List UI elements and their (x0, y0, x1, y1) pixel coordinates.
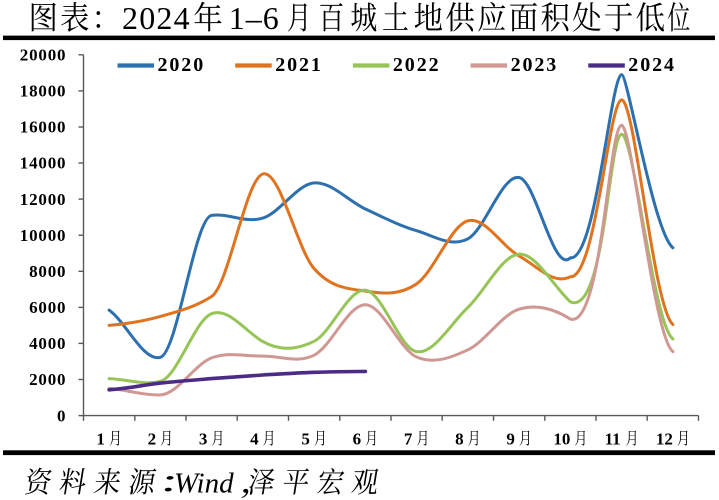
svg-text:7: 7 (404, 429, 413, 448)
svg-text:10000: 10000 (20, 226, 67, 245)
svg-text:8: 8 (455, 429, 464, 448)
svg-text:2000: 2000 (29, 370, 66, 389)
svg-text:4: 4 (250, 429, 259, 448)
svg-text:8000: 8000 (29, 262, 66, 281)
svg-text:2021: 2021 (275, 54, 323, 76)
svg-text:2023: 2023 (511, 54, 559, 76)
svg-text:12000: 12000 (20, 190, 67, 209)
svg-text:1: 1 (96, 429, 105, 448)
svg-text:2024: 2024 (628, 54, 676, 76)
svg-text:18000: 18000 (20, 82, 67, 101)
svg-text:2020: 2020 (158, 54, 206, 76)
svg-text:16000: 16000 (20, 118, 67, 137)
svg-text:1–6: 1–6 (229, 0, 280, 36)
svg-text:5: 5 (301, 429, 310, 448)
svg-text:6000: 6000 (29, 298, 66, 317)
svg-text:6: 6 (353, 429, 362, 448)
svg-text:0: 0 (57, 406, 66, 425)
svg-text:20000: 20000 (20, 46, 67, 65)
svg-text:Wind: Wind (174, 467, 234, 499)
svg-text:11: 11 (605, 429, 621, 448)
svg-text:14000: 14000 (20, 154, 67, 173)
svg-text:3: 3 (199, 429, 208, 448)
svg-text:10: 10 (553, 429, 570, 448)
svg-text:4000: 4000 (29, 334, 66, 353)
svg-text:2: 2 (148, 429, 157, 448)
svg-text:12: 12 (656, 429, 673, 448)
svg-text:2024: 2024 (122, 0, 191, 36)
svg-text:9: 9 (506, 429, 515, 448)
svg-text:2022: 2022 (393, 54, 441, 76)
